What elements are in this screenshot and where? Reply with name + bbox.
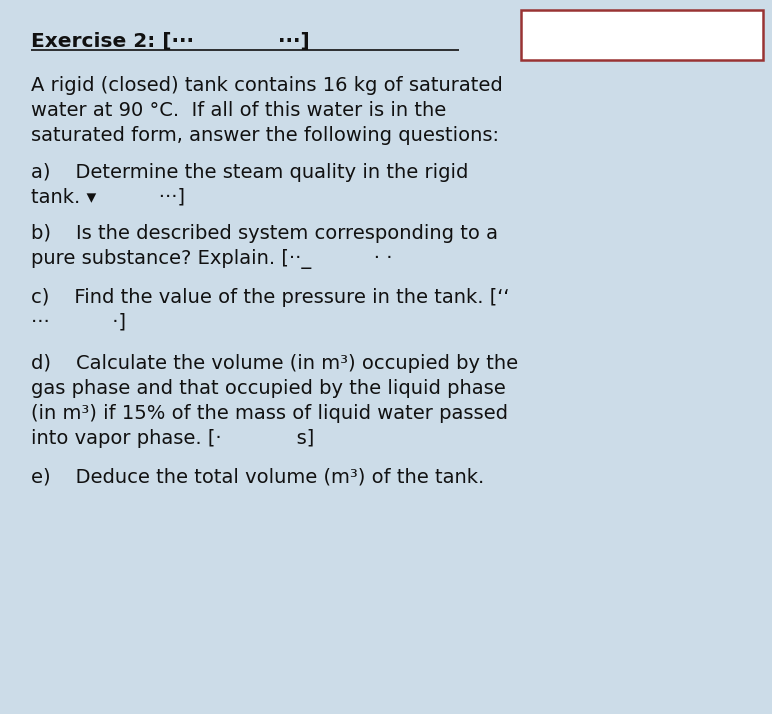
Text: water at 90 °C.  If all of this water is in the: water at 90 °C. If all of this water is … xyxy=(31,101,446,121)
Text: tank. ▾          ···]: tank. ▾ ···] xyxy=(31,188,185,207)
Text: saturated form, answer the following questions:: saturated form, answer the following que… xyxy=(31,126,499,146)
Text: a)    Determine the steam quality in the rigid: a) Determine the steam quality in the ri… xyxy=(31,163,469,182)
Text: Exercise 2: [···            ···]: Exercise 2: [··· ···] xyxy=(31,32,310,51)
Text: c)    Find the value of the pressure in the tank. [‘‘: c) Find the value of the pressure in the… xyxy=(31,288,510,307)
Text: e)    Deduce the total volume (m³) of the tank.: e) Deduce the total volume (m³) of the t… xyxy=(31,468,484,487)
Text: ···          ·]: ··· ·] xyxy=(31,313,126,332)
Text: gas phase and that occupied by the liquid phase: gas phase and that occupied by the liqui… xyxy=(31,379,506,398)
FancyBboxPatch shape xyxy=(521,10,763,60)
Text: (in m³) if 15% of the mass of liquid water passed: (in m³) if 15% of the mass of liquid wat… xyxy=(31,404,508,423)
Text: d)    Calculate the volume (in m³) occupied by the: d) Calculate the volume (in m³) occupied… xyxy=(31,354,518,373)
Text: A rigid (closed) tank contains 16 kg of saturated: A rigid (closed) tank contains 16 kg of … xyxy=(31,76,503,96)
Text: into vapor phase. [·            s]: into vapor phase. [· s] xyxy=(31,429,314,448)
Text: b)    Is the described system corresponding to a: b) Is the described system corresponding… xyxy=(31,224,498,243)
Text: pure substance? Explain. [··_          · ·: pure substance? Explain. [··_ · · xyxy=(31,249,392,269)
